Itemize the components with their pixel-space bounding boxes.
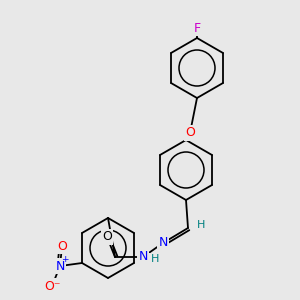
- Text: N: N: [138, 250, 148, 263]
- Text: +: +: [61, 256, 69, 265]
- Text: N: N: [158, 236, 168, 250]
- Text: H: H: [197, 220, 205, 230]
- Text: O: O: [102, 230, 112, 244]
- Text: O: O: [185, 127, 195, 140]
- Text: H: H: [151, 254, 159, 264]
- Text: F: F: [194, 22, 201, 34]
- Text: O⁻: O⁻: [44, 280, 60, 292]
- Text: O: O: [57, 239, 67, 253]
- Text: N: N: [55, 260, 65, 272]
